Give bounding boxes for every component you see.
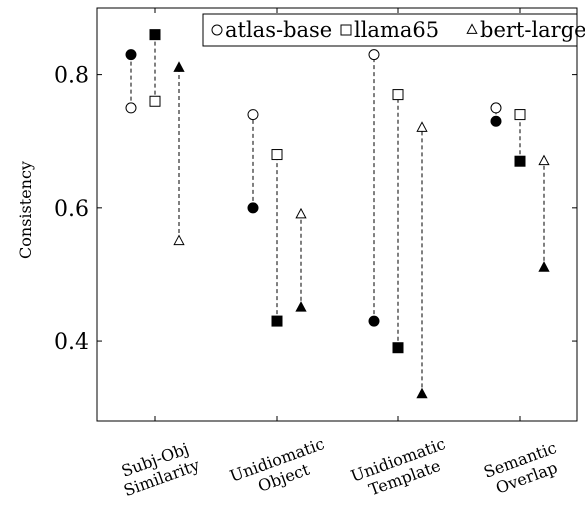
- legend: atlas-base llama65 bert-large: [202, 13, 585, 47]
- atlas-base-open-point: [368, 49, 380, 61]
- legend-triangle-icon: [466, 23, 478, 34]
- bert-large-filled-point: [538, 261, 550, 272]
- llama65-filled-point: [149, 29, 161, 41]
- legend-entry-label: bert-large: [480, 18, 585, 42]
- legend-box: [202, 13, 578, 47]
- bert-large-open-point: [295, 207, 307, 219]
- bert-large-filled-point: [173, 61, 185, 72]
- llama65-filled-point: [514, 155, 526, 167]
- x-tick-label: Subj-ObjSimilarity: [115, 437, 202, 500]
- y-tick-label: 0.4: [54, 330, 89, 355]
- bert-large-filled-point: [416, 387, 428, 399]
- plot-area: 0.4 0.6 0.8 Subj-ObjSimilarity UnidiomaticOb…: [54, 7, 578, 504]
- atlas-base-open-point: [125, 102, 137, 114]
- y-tick-label: 0.8: [54, 64, 89, 89]
- legend-circle-icon: [211, 24, 223, 36]
- x-tick-label: UnidiomaticTemplate: [348, 434, 454, 504]
- llama65-open-point: [149, 95, 161, 107]
- bert-large-open-point: [416, 121, 428, 132]
- atlas-base-open-point: [247, 109, 259, 121]
- llama65-filled-point: [271, 315, 283, 327]
- atlas-base-filled-point: [125, 49, 137, 61]
- llama65-open-point: [392, 89, 404, 101]
- atlas-base-filled-point: [247, 202, 259, 214]
- atlas-base-open-point: [490, 102, 502, 114]
- y-tick-label: 0.6: [54, 197, 89, 222]
- legend-entry-label: llama65: [354, 18, 439, 42]
- bert-large-open-point: [538, 154, 550, 166]
- x-tick-label: UnidiomaticObject: [227, 434, 333, 504]
- legend-entry-label: atlas-base: [225, 18, 332, 42]
- llama65-filled-point: [392, 342, 404, 354]
- x-tick-label: SemanticOverlap: [481, 438, 565, 500]
- legend-square-icon: [340, 24, 352, 36]
- llama65-open-point: [514, 109, 526, 121]
- bert-large-open-point: [173, 234, 185, 246]
- plot-frame: [96, 7, 578, 422]
- data-marks: [125, 29, 550, 399]
- llama65-open-point: [271, 149, 283, 161]
- y-axis-label: Consistency: [16, 161, 35, 259]
- atlas-base-filled-point: [490, 115, 502, 127]
- bert-large-filled-point: [295, 301, 307, 312]
- atlas-base-filled-point: [368, 315, 380, 327]
